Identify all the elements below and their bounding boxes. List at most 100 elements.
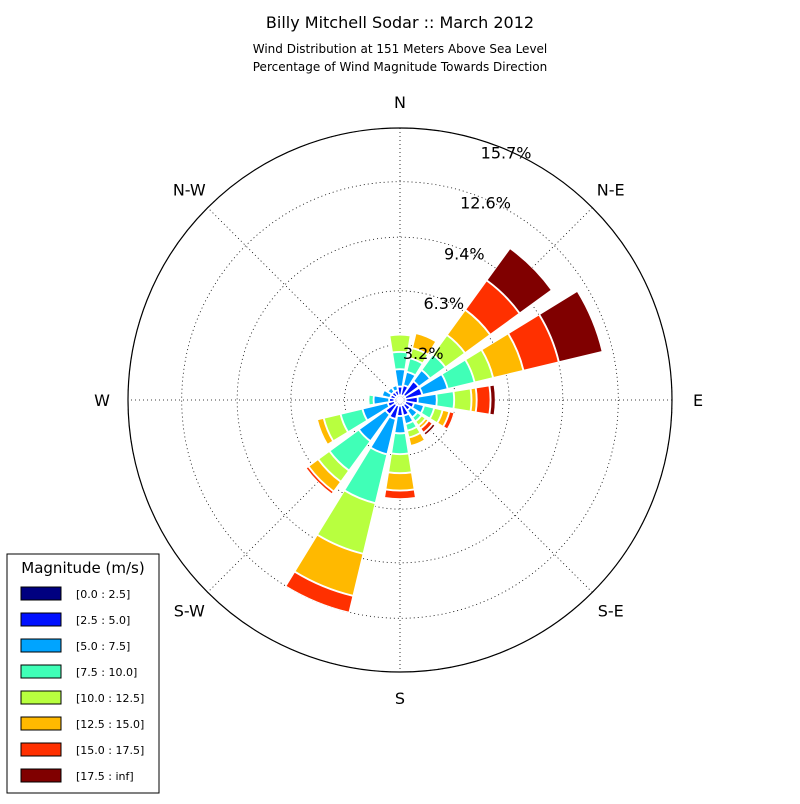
bar-WSW-bin-4 (323, 413, 349, 442)
bar-SW-bin-5 (308, 458, 342, 492)
bar-NE-bin-6 (465, 280, 520, 335)
bar-NNE-bin-1 (400, 385, 409, 397)
axis-labels: N N-E E S-E S S-W W N-W 3.2% 6.3% 9.4% 12.6% 15.7% (94, 93, 703, 708)
bar-SW-bin-4 (318, 450, 350, 482)
bar-N-bin-5 (388, 332, 412, 336)
bar-ESE-bin-4 (429, 407, 443, 424)
bar-SE-bin-1 (402, 402, 411, 411)
bar-NW-bin-2 (387, 387, 395, 395)
chart-subtitle-line-2: Percentage of Wind Magnitude Towards Dir… (253, 60, 547, 74)
bar-S-bin-2 (394, 415, 406, 434)
bar-NE-bin-2 (413, 369, 431, 387)
bar-WSW-bin-6 (315, 419, 328, 446)
grid-ring-2 (236, 236, 564, 564)
bar-NNE-bin-4 (409, 348, 429, 364)
bar-N-bin-1 (397, 386, 403, 396)
legend-swatch-4 (20, 690, 62, 705)
bar-NNW-bin-1 (394, 390, 400, 397)
bar-ENE-bin-5 (481, 333, 524, 379)
legend-swatch-1 (20, 612, 62, 627)
legend-label-4: [10.0 : 12.5] (76, 692, 144, 705)
bar-ESE-bin-1 (404, 400, 415, 408)
bar-NE-bin-4 (432, 334, 466, 368)
bar-NNW-bin-3 (390, 383, 397, 388)
bar-E-bin-4 (453, 388, 472, 412)
direction-label-6: W (94, 391, 110, 410)
legend-label-0: [0.0 : 2.5] (76, 588, 130, 601)
bar-ESE-bin-7 (447, 412, 457, 431)
bar-NE-bin-1 (402, 381, 419, 398)
outer-ring (127, 127, 673, 673)
bar-SE-bin-5 (418, 418, 429, 429)
bar-N-bin-2 (394, 369, 406, 387)
radial-tick-label-0: 3.2% (403, 344, 444, 363)
bar-NE-bin-7 (486, 247, 553, 314)
bar-SE-bin-2 (406, 406, 418, 418)
bar-W-bin-3 (368, 394, 375, 406)
bar-WNW-bin-1 (390, 394, 397, 400)
bar-SW-bin-3 (329, 429, 371, 471)
direction-label-2: E (693, 391, 703, 410)
bar-NW-bin-1 (391, 391, 398, 398)
bar-S-bin-6 (383, 489, 417, 500)
bar-E-bin-2 (417, 393, 437, 407)
bar-SW-bin-1 (385, 402, 398, 415)
direction-label-1: N-E (597, 180, 625, 199)
direction-label-5: S-W (174, 602, 205, 621)
bar-ENE-bin-6 (507, 314, 559, 371)
windrose-bars (285, 247, 603, 613)
bar-SSW-bin-4 (316, 490, 376, 554)
bar-E-bin-5 (470, 387, 477, 413)
bar-SE-bin-7 (423, 423, 436, 436)
bar-WSW-bin-5 (316, 417, 334, 446)
legend-swatch-0 (20, 586, 62, 601)
legend: Magnitude (m/s) [0.0 : 2.5] [2.5 : 5.0] [5.… (6, 553, 160, 794)
bar-WSW-bin-2 (362, 402, 390, 421)
bar-WSW-bin-3 (340, 408, 368, 433)
chart-title: Billy Mitchell Sodar :: March 2012 (266, 13, 534, 32)
bar-NNW-bin-4 (389, 381, 397, 386)
bar-S-bin-4 (388, 453, 412, 474)
bar-SSW-bin-1 (389, 404, 400, 420)
bar-W-bin-4 (366, 394, 369, 406)
bar-SSW-bin-5 (294, 534, 364, 597)
bar-NE-bin-3 (421, 354, 446, 379)
legend-swatch-7 (20, 768, 62, 783)
legend-swatch-3 (20, 664, 62, 679)
legend-label-6: [15.0 : 17.5] (76, 744, 144, 757)
bar-E-bin-7 (489, 384, 496, 416)
legend-label-7: [17.5 : inf] (76, 770, 134, 783)
bar-SSE-bin-5 (408, 432, 426, 447)
legend-label-5: [12.5 : 15.0] (76, 718, 144, 731)
bar-N-bin-3 (391, 351, 409, 370)
bar-SSE-bin-1 (400, 404, 409, 416)
bar-S-bin-3 (391, 432, 409, 455)
bar-ENE-bin-2 (419, 373, 448, 396)
bar-SSW-bin-3 (344, 447, 388, 504)
direction-label-7: N-W (173, 180, 206, 199)
bar-NNW-bin-0 (397, 395, 401, 401)
grid-ring-3 (181, 181, 619, 619)
bar-SSW-bin-6 (285, 571, 354, 613)
bar-SSE-bin-6 (410, 439, 427, 448)
direction-label-4: S (395, 689, 405, 708)
chart-subtitle-line-1: Wind Distribution at 151 Meters Above Se… (253, 42, 548, 56)
bar-NNW-bin-2 (391, 385, 399, 392)
bar-ENE-bin-4 (465, 349, 494, 383)
bar-ENE-bin-3 (441, 359, 475, 390)
bar-E-bin-6 (475, 385, 491, 415)
bar-SW-bin-2 (358, 410, 390, 442)
bar-SSW-bin-2 (370, 416, 396, 455)
bar-WNW-bin-2 (381, 389, 392, 399)
bar-S-bin-5 (385, 472, 415, 491)
bar-ENE-bin-1 (404, 387, 423, 400)
bar-SE-bin-6 (420, 420, 433, 433)
direction-label-0: N (394, 93, 406, 112)
bar-ESE-bin-3 (420, 405, 435, 419)
legend-label-2: [5.0 : 7.5] (76, 640, 130, 653)
bar-WSW-bin-1 (387, 400, 396, 408)
bar-NNW-bin-5 (388, 380, 397, 385)
bar-N-bin-4 (389, 334, 411, 353)
bar-SW-bin-6 (305, 466, 334, 495)
